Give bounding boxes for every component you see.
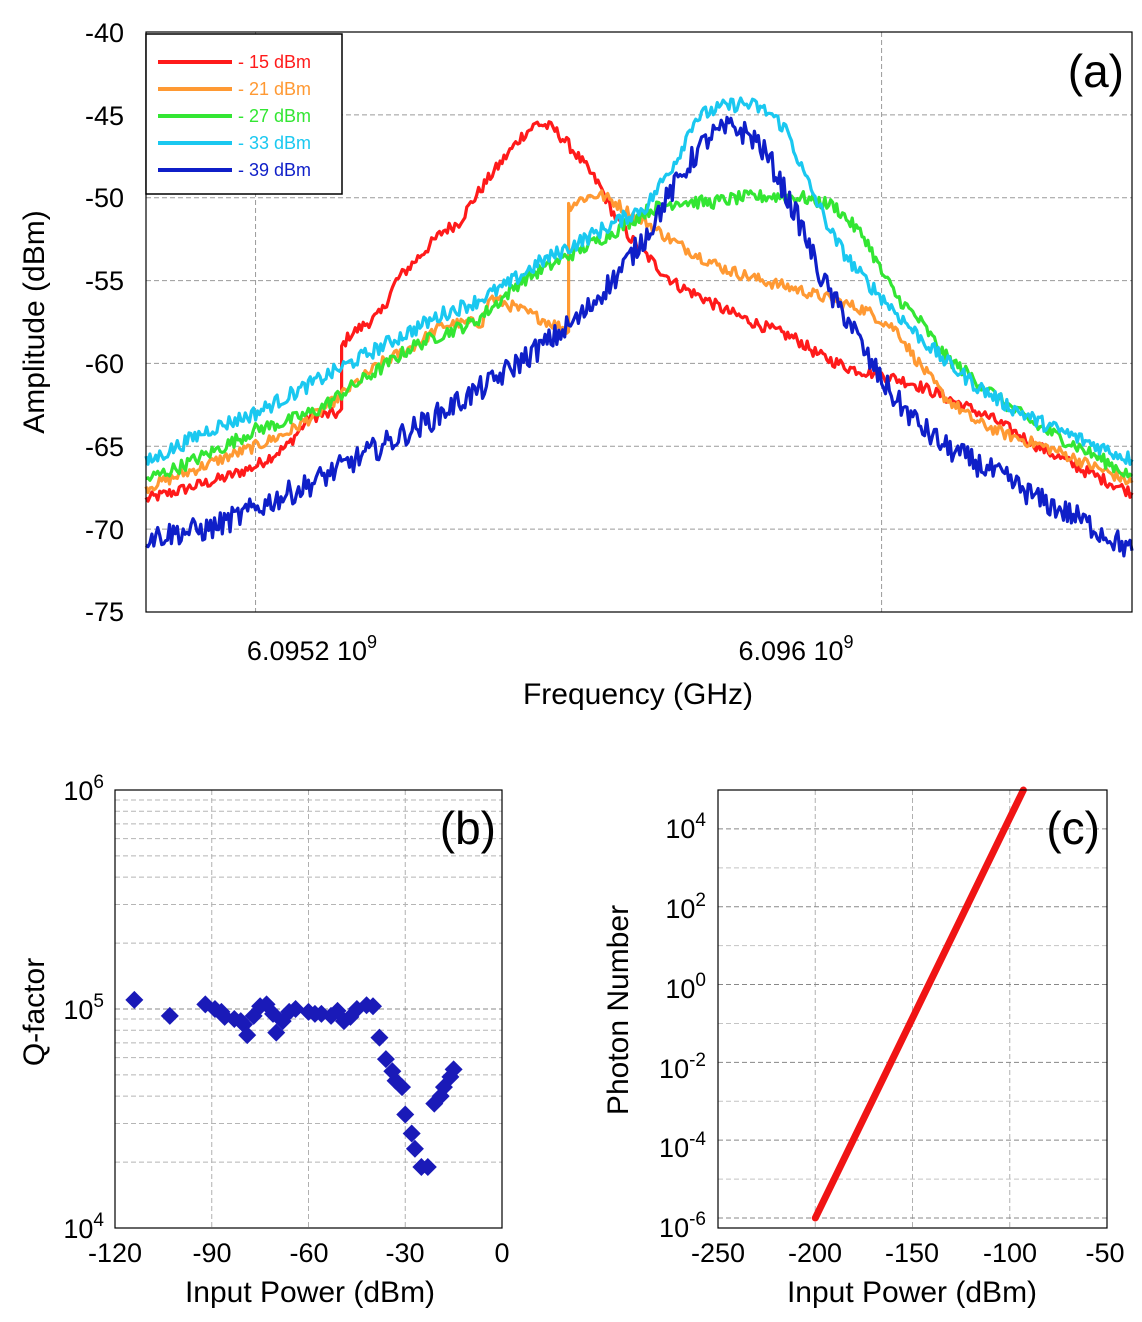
panel-c-xtick: -150	[885, 1238, 939, 1268]
panel-a-series-line-3	[144, 96, 1134, 466]
panel-a-ytick: -50	[85, 183, 124, 213]
panel-a-plot-frame	[145, 31, 1133, 613]
panel-c-ytick: 100	[665, 970, 706, 1004]
panel-b-data-point	[402, 1124, 421, 1143]
panel-c-ytick: 10-6	[659, 1209, 706, 1243]
legend-label-33dbm: - 33 dBm	[238, 133, 311, 153]
panel-b-tag: (b)	[440, 802, 496, 854]
panel-b-data-point	[286, 1000, 305, 1018]
panel-a-y-ticks: -40 -45 -50 -55 -60 -65 -70 -75	[85, 18, 124, 627]
panel-a-grid	[146, 32, 1132, 612]
panel-c-y-ticks: 104	[665, 810, 706, 844]
panel-b-xtick: -120	[88, 1238, 142, 1268]
panel-b-data-point	[125, 990, 144, 1009]
panel-b-data-point	[370, 1028, 389, 1047]
panel-b: 106 105 104 -120 -90 -60 -30 0 Input Pow…	[18, 772, 510, 1309]
panel-c-ytick: 104	[665, 810, 706, 844]
legend-label-15dbm: - 15 dBm	[238, 52, 311, 72]
panel-b-plot-frame	[114, 789, 503, 1229]
panel-b-x-axis-label: Input Power (dBm)	[185, 1276, 435, 1309]
panel-b-ytick: 104	[63, 1210, 104, 1244]
panel-b-xtick: 0	[494, 1238, 509, 1268]
panel-b-data-point	[376, 1050, 395, 1069]
panel-c-xtick: -250	[691, 1238, 745, 1268]
panel-c-xtick: -200	[788, 1238, 842, 1268]
panel-c-series	[811, 786, 1027, 1222]
panel-c-tag: (c)	[1046, 802, 1100, 854]
panel-b-xtick: -90	[192, 1238, 231, 1268]
panel-c-x-axis-label: Input Power (dBm)	[787, 1276, 1037, 1309]
panel-b-markers	[125, 990, 463, 1176]
legend-label-21dbm: - 21 dBm	[238, 79, 311, 99]
panel-c-x-ticks: -250 -200 -150 -100 -50	[691, 1238, 1125, 1268]
panel-c-y-axis-label: Photon Number	[602, 905, 635, 1115]
panel-c-ytick: 102	[665, 890, 706, 924]
panel-c-xtick: -50	[1085, 1238, 1124, 1268]
panel-b-data-point	[160, 1006, 179, 1025]
panel-c-ytick: 10-4	[659, 1129, 706, 1163]
panel-a-xtick: 6.0952 109	[247, 632, 377, 666]
panel-a-ytick: -70	[85, 515, 124, 545]
panel-b-xtick: -60	[289, 1238, 328, 1268]
legend-label-39dbm: - 39 dBm	[238, 160, 311, 180]
panel-c-y-ticks-rest: 102 100 10-2 10-4 10-6	[659, 890, 706, 1243]
panel-c-photon-line	[811, 786, 1027, 1222]
panel-c-ytick: 10-2	[659, 1050, 706, 1084]
panel-c-xtick: -100	[983, 1238, 1037, 1268]
panel-a-ytick: -40	[85, 18, 124, 48]
panel-a-series-line-4	[145, 115, 1134, 558]
legend-label-27dbm: - 27 dBm	[238, 106, 311, 126]
panel-a-x-axis-label: Frequency (GHz)	[523, 678, 753, 711]
panel-a-ytick: -45	[85, 101, 124, 131]
panel-a-y-axis-label: Amplitude (dBm)	[18, 210, 51, 433]
panel-b-data-point	[396, 1105, 415, 1124]
panel-b-data-point	[418, 1157, 437, 1176]
panel-c-grid	[718, 790, 1107, 1228]
panel-b-y-axis-label: Q-factor	[18, 958, 51, 1066]
panel-b-data-point	[238, 1026, 257, 1045]
panel-b-y-ticks: 106 105 104	[63, 772, 104, 1244]
panel-b-ytick: 106	[63, 772, 104, 806]
panel-a-ytick: -65	[85, 432, 124, 462]
panel-b-data-point	[364, 997, 382, 1016]
panel-b-xtick: -30	[385, 1238, 424, 1268]
panel-b-data-point	[405, 1139, 424, 1158]
panel-b-data-point	[393, 1078, 412, 1097]
panel-c: 104 102 100 10-2 10-4 10-6 -250 -200 -15…	[602, 786, 1125, 1309]
panel-a-xtick: 6.096 109	[738, 632, 853, 666]
panel-b-data-point	[444, 1060, 463, 1079]
panel-a: -40 -45 -50 -55 -60 -65 -70 -75 6.0952 1…	[18, 18, 1134, 711]
panel-c-plot-frame	[717, 789, 1108, 1229]
panel-a-series-line-2	[145, 189, 1134, 482]
panel-a-ytick: -55	[85, 266, 124, 296]
panel-a-series-line-1	[144, 189, 1134, 495]
panel-b-ytick: 105	[63, 991, 104, 1025]
panel-a-ytick: -75	[85, 597, 124, 627]
panel-b-data-point	[267, 1023, 286, 1042]
panel-a-legend: - 15 dBm - 21 dBm - 27 dBm - 33 dBm - 39…	[145, 33, 343, 195]
panel-a-series	[144, 96, 1134, 558]
panel-b-x-ticks: -120 -90 -60 -30 0	[88, 1238, 510, 1268]
panel-a-tag: (a)	[1068, 45, 1124, 97]
panel-b-grid	[115, 790, 502, 1228]
panel-a-ytick: -60	[85, 349, 124, 379]
